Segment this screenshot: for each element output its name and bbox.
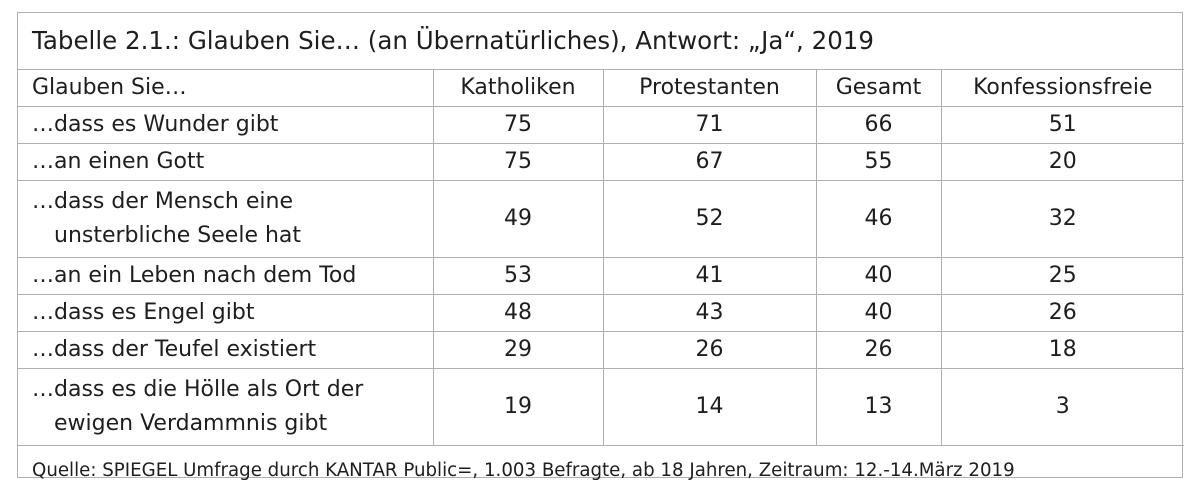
cell-konfessionsfreie: 26 [941,295,1184,332]
row-label-line: unsterbliche Seele hat [32,219,433,253]
cell-konfessionsfreie: 32 [941,181,1184,258]
column-header-katholiken: Katholiken [433,70,603,107]
row-label: …dass der Mensch eine unsterbliche Seele… [18,181,433,258]
cell-konfessionsfreie: 20 [941,144,1184,181]
row-label-line: …dass es Engel gibt [32,296,433,330]
cell-gesamt: 40 [816,258,941,295]
table-row: …dass der Teufel existiert 29 26 26 18 [18,332,1184,369]
cell-katholiken: 19 [433,369,603,446]
cell-katholiken: 49 [433,181,603,258]
row-label: …dass der Teufel existiert [18,332,433,369]
source-row: Quelle: SPIEGEL Umfrage durch KANTAR Pub… [18,446,1184,496]
cell-protestanten: 14 [603,369,816,446]
row-label-line: …dass es Wunder gibt [32,108,433,142]
cell-konfessionsfreie: 51 [941,107,1184,144]
cell-katholiken: 29 [433,332,603,369]
cell-protestanten: 71 [603,107,816,144]
row-label-line: ewigen Verdammnis gibt [32,407,433,441]
cell-gesamt: 26 [816,332,941,369]
table-row: …an ein Leben nach dem Tod 53 41 40 25 [18,258,1184,295]
cell-gesamt: 40 [816,295,941,332]
column-header-protestanten: Protestanten [603,70,816,107]
row-label: …dass es die Hölle als Ort der ewigen Ve… [18,369,433,446]
column-header-question: Glauben Sie… [18,70,433,107]
table-row: …dass es Wunder gibt 75 71 66 51 [18,107,1184,144]
cell-konfessionsfreie: 25 [941,258,1184,295]
cell-protestanten: 67 [603,144,816,181]
row-label-line: …an ein Leben nach dem Tod [32,259,433,293]
cell-konfessionsfreie: 3 [941,369,1184,446]
table-title: Tabelle 2.1.: Glauben Sie… (an Übernatür… [18,13,1184,70]
cell-konfessionsfreie: 18 [941,332,1184,369]
cell-gesamt: 13 [816,369,941,446]
cell-gesamt: 55 [816,144,941,181]
row-label-line: …dass der Teufel existiert [32,333,433,367]
belief-table: Tabelle 2.1.: Glauben Sie… (an Übernatür… [18,13,1184,496]
cell-katholiken: 53 [433,258,603,295]
table-source: Quelle: SPIEGEL Umfrage durch KANTAR Pub… [18,446,1184,496]
cell-protestanten: 26 [603,332,816,369]
table-row: …dass es die Hölle als Ort der ewigen Ve… [18,369,1184,446]
row-label-line: …dass der Mensch eine [32,185,433,219]
cell-gesamt: 46 [816,181,941,258]
row-label: …dass es Wunder gibt [18,107,433,144]
row-label-line: …an einen Gott [32,145,433,179]
header-row: Glauben Sie… Katholiken Protestanten Ges… [18,70,1184,107]
cell-katholiken: 75 [433,144,603,181]
table-frame: Tabelle 2.1.: Glauben Sie… (an Übernatür… [17,12,1183,478]
row-label: …an einen Gott [18,144,433,181]
cell-katholiken: 48 [433,295,603,332]
table-row: …dass es Engel gibt 48 43 40 26 [18,295,1184,332]
cell-protestanten: 43 [603,295,816,332]
cell-katholiken: 75 [433,107,603,144]
row-label: …an ein Leben nach dem Tod [18,258,433,295]
row-label-line: …dass es die Hölle als Ort der [32,373,433,407]
column-header-gesamt: Gesamt [816,70,941,107]
cell-protestanten: 41 [603,258,816,295]
table-row: …an einen Gott 75 67 55 20 [18,144,1184,181]
cell-gesamt: 66 [816,107,941,144]
title-row: Tabelle 2.1.: Glauben Sie… (an Übernatür… [18,13,1184,70]
row-label: …dass es Engel gibt [18,295,433,332]
column-header-konfessionsfreie: Konfessionsfreie [941,70,1184,107]
cell-protestanten: 52 [603,181,816,258]
table-row: …dass der Mensch eine unsterbliche Seele… [18,181,1184,258]
